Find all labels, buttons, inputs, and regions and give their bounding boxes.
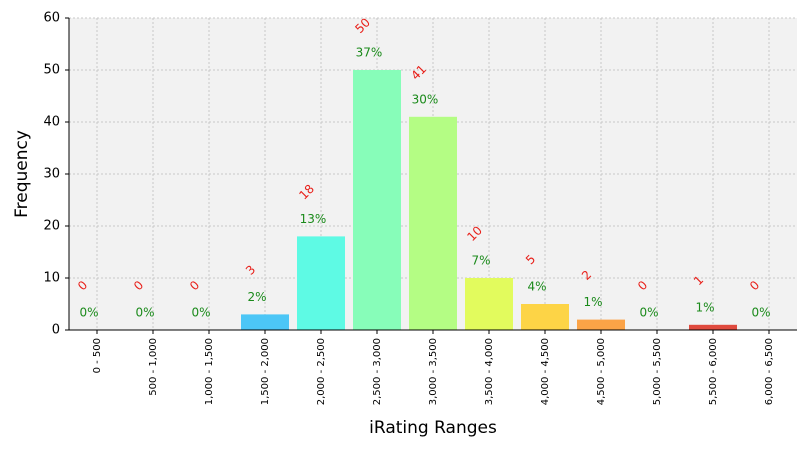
percent-label: 2% — [247, 290, 266, 304]
y-tick-label: 60 — [43, 11, 60, 26]
percent-label: 0% — [751, 306, 770, 320]
y-axis-label: Frequency — [12, 130, 32, 218]
bar — [353, 70, 401, 330]
percent-label: 1% — [583, 295, 602, 309]
bar — [297, 236, 345, 330]
percent-label: 7% — [471, 254, 490, 268]
bar — [241, 314, 289, 330]
y-tick-label: 30 — [43, 167, 60, 182]
x-tick-label: 2,500 - 3,000 — [372, 338, 383, 405]
y-tick-label: 10 — [43, 271, 60, 286]
bar — [409, 116, 457, 330]
x-tick-label: 1,500 - 2,000 — [260, 338, 271, 405]
x-axis-label: iRating Ranges — [369, 418, 497, 438]
percent-label: 0% — [135, 306, 154, 320]
y-tick-label: 50 — [43, 63, 60, 78]
bar — [577, 319, 625, 330]
x-tick-label: 3,000 - 3,500 — [428, 338, 439, 405]
x-tick-label: 5,000 - 5,500 — [652, 338, 663, 405]
percent-label: 1% — [695, 300, 714, 314]
bar — [521, 304, 569, 330]
percent-label: 4% — [527, 280, 546, 294]
y-tick-label: 40 — [43, 115, 60, 130]
percent-label: 30% — [412, 92, 439, 106]
x-tick-label: 2,000 - 2,500 — [316, 338, 327, 405]
x-tick-label: 0 - 500 — [92, 338, 103, 373]
x-tick-label: 4,500 - 5,000 — [596, 338, 607, 405]
x-tick-label: 5,500 - 6,000 — [708, 338, 719, 405]
x-tick-label: 3,500 - 4,000 — [484, 338, 495, 405]
percent-label: 0% — [79, 306, 98, 320]
percent-label: 0% — [191, 306, 210, 320]
x-tick-label: 4,000 - 4,500 — [540, 338, 551, 405]
bar — [465, 278, 513, 330]
x-tick-label: 1,000 - 1,500 — [204, 338, 215, 405]
bar — [689, 324, 737, 330]
percent-label: 37% — [356, 46, 383, 60]
x-tick-label: 500 - 1,000 — [148, 338, 159, 396]
percent-label: 13% — [300, 212, 327, 226]
y-tick-label: 0 — [52, 323, 60, 338]
percent-label: 0% — [639, 306, 658, 320]
y-tick-label: 20 — [43, 219, 60, 234]
x-tick-label: 6,000 - 6,500 — [764, 338, 775, 405]
